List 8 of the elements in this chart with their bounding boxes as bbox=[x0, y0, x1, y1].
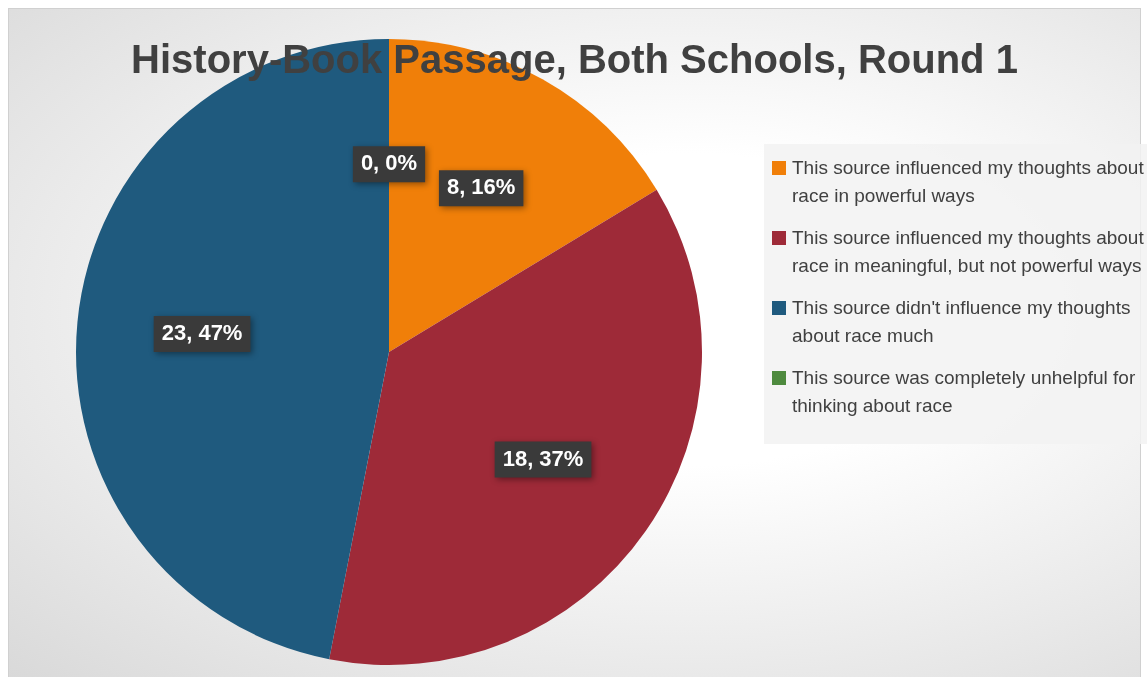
legend-label: This source didn't influence my thoughts about race much bbox=[792, 296, 1132, 348]
data-label: 8, 16% bbox=[446, 174, 516, 200]
data-label: 23, 47% bbox=[161, 320, 243, 346]
text: 0, 0% bbox=[360, 150, 418, 176]
legend-label: This source was completely unhelpful for thinking about race bbox=[792, 366, 1137, 418]
legend-label: This source influenced my thoughts about race in powerful ways bbox=[792, 156, 1145, 208]
legend-label: This source influenced my thoughts about race in meaningful, but not powerful ways bbox=[792, 226, 1145, 278]
data-label: 18, 37% bbox=[502, 445, 584, 471]
